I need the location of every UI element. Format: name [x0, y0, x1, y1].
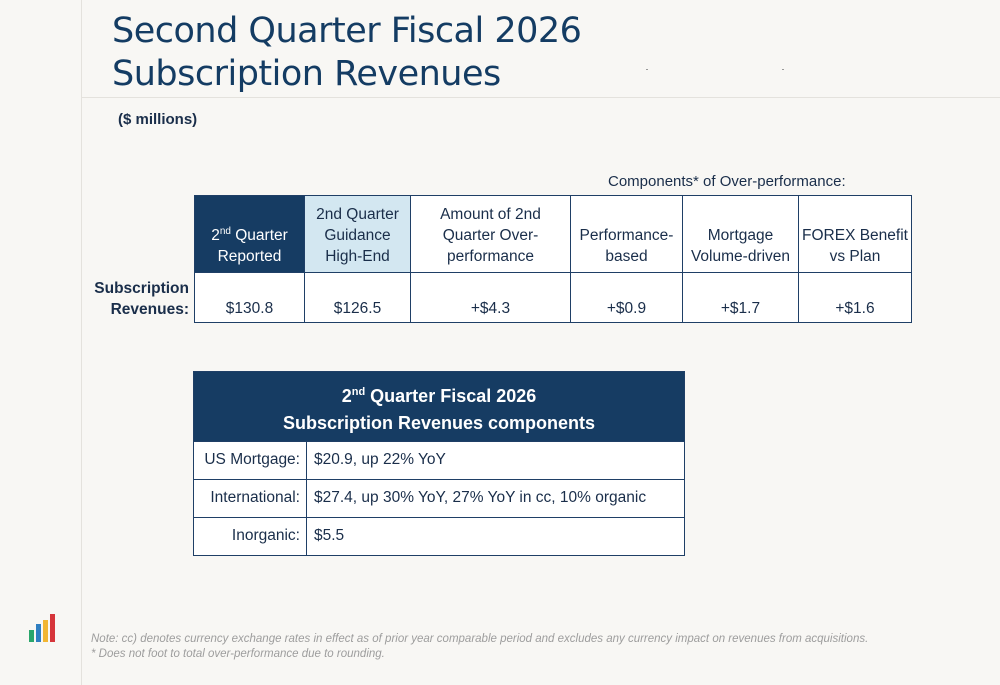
components-row: Inorganic: $5.5	[194, 517, 684, 555]
value-forex: +$1.6	[798, 272, 912, 323]
components-table-header: 2nd Quarter Fiscal 2026 Subscription Rev…	[194, 372, 684, 441]
value-reported: $130.8	[194, 272, 305, 323]
header-forex: FOREX Benefit vs Plan	[798, 195, 912, 273]
components-row-label: Inorganic:	[194, 518, 307, 555]
footnote-line2: * Does not foot to total over-performanc…	[91, 648, 385, 660]
summary-value-row: $130.8 $126.5 +$4.3 +$0.9 +$1.7 +$1.6	[194, 272, 912, 323]
header-divider-line	[81, 97, 1000, 98]
header-mortgage: Mortgage Volume-driven	[682, 195, 799, 273]
units-label: ($ millions)	[118, 111, 198, 128]
value-guidance: $126.5	[304, 272, 411, 323]
components-row-label: International:	[194, 480, 307, 517]
components-row-value: $20.9, up 22% YoY	[314, 451, 446, 468]
header-amount: Amount of 2nd Quarter Over-performance	[410, 195, 571, 273]
decorative-dot	[782, 69, 784, 70]
page-title: Second Quarter Fiscal 2026 Subscription …	[112, 10, 582, 96]
header-guidance: 2nd Quarter Guidance High-End	[304, 195, 411, 273]
footnote-line1: Note: cc) denotes currency exchange rate…	[91, 633, 869, 645]
row-label-subscription-revenues: Subscription Revenues:	[94, 280, 189, 318]
page-title-line1: Second Quarter Fiscal 2026	[112, 11, 582, 51]
components-table: 2nd Quarter Fiscal 2026 Subscription Rev…	[193, 371, 685, 556]
summary-table: 2nd Quarter Reported 2nd Quarter Guidanc…	[194, 195, 912, 323]
value-performance: +$0.9	[570, 272, 683, 323]
header-performance: Performance-based	[570, 195, 683, 273]
decorative-dot	[646, 69, 648, 70]
company-logo-icon	[29, 614, 57, 642]
value-amount: +$4.3	[410, 272, 571, 323]
components-row: International: $27.4, up 30% YoY, 27% Yo…	[194, 479, 684, 517]
footnotes: Note: cc) denotes currency exchange rate…	[91, 632, 868, 662]
components-row-value: $27.4, up 30% YoY, 27% YoY in cc, 10% or…	[314, 489, 647, 506]
components-row-value: $5.5	[314, 527, 345, 544]
left-divider-line	[81, 0, 82, 685]
header-reported: 2nd Quarter Reported	[194, 195, 305, 273]
value-mortgage: +$1.7	[682, 272, 799, 323]
summary-header-row: 2nd Quarter Reported 2nd Quarter Guidanc…	[194, 195, 912, 273]
components-row-label: US Mortgage:	[194, 442, 307, 479]
logo-bar	[43, 620, 48, 642]
page-title-line2: Subscription Revenues	[112, 54, 501, 94]
components-heading: Components* of Over-performance:	[608, 173, 846, 190]
logo-bar	[36, 624, 41, 642]
logo-bar	[50, 614, 55, 642]
logo-bar	[29, 630, 34, 642]
components-row: US Mortgage: $20.9, up 22% YoY	[194, 441, 684, 479]
